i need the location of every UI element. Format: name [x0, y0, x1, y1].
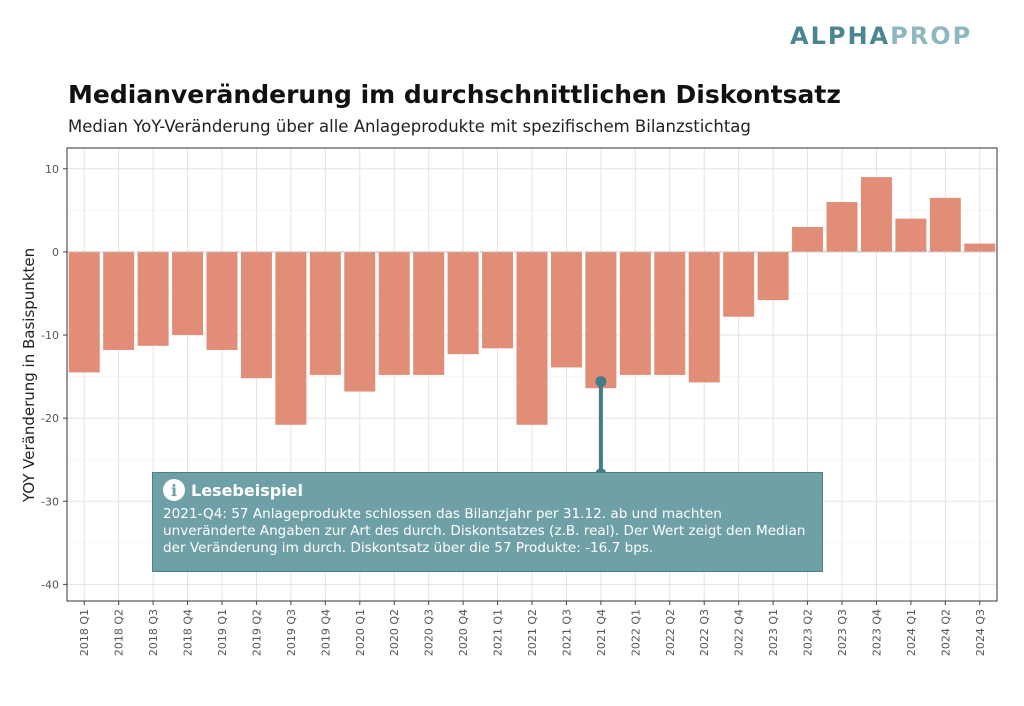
y-tick-label: -10	[41, 329, 59, 342]
y-tick-label: 10	[45, 163, 59, 176]
bar-2018-q1	[68, 251, 100, 373]
x-tick-label: 2018 Q2	[113, 609, 126, 656]
x-tick-label: 2023 Q1	[767, 609, 780, 656]
y-tick-label: -30	[41, 495, 59, 508]
x-tick-label: 2021 Q1	[492, 609, 505, 656]
bars	[67, 177, 997, 425]
bar-2023-q1	[757, 251, 789, 301]
bar-2023-q3	[826, 202, 858, 252]
x-axis-ticks: 2018 Q1 2018 Q2 2018 Q3 2018 Q4 2019 Q1 2019 …	[78, 601, 987, 656]
x-tick-label: 2022 Q1	[629, 609, 642, 656]
bar-2019-q3	[275, 251, 307, 425]
x-tick-label: 2018 Q1	[78, 609, 91, 656]
reading-example-box: i Lesebeispiel 2021-Q4: 57 Anlageprodukt…	[152, 472, 823, 572]
x-tick-label: 2019 Q2	[250, 609, 263, 656]
bar-2021-q3	[550, 251, 582, 368]
logo-part-prop: PROP	[890, 22, 973, 50]
alphaprop-logo: ALPHAPROP	[790, 22, 972, 50]
logo-part-alpha: ALPHA	[790, 22, 891, 50]
x-tick-label: 2020 Q1	[354, 609, 367, 656]
annotation-dot-top	[595, 376, 607, 388]
x-tick-label: 2022 Q2	[664, 609, 677, 656]
bar-2018-q4	[172, 251, 204, 336]
bar-2019-q4	[309, 251, 341, 375]
bar-2021-q1	[482, 251, 514, 349]
x-tick-label: 2019 Q4	[319, 609, 332, 656]
bar-2023-q2	[792, 226, 824, 252]
x-tick-label: 2022 Q4	[733, 609, 746, 656]
bar-2020-q3	[413, 251, 445, 375]
chart-subtitle: Median YoY-Veränderung über alle Anlagep…	[68, 117, 751, 136]
x-tick-label: 2023 Q4	[870, 609, 883, 656]
bar-2019-q2	[240, 251, 272, 379]
x-tick-label: 2022 Q3	[698, 609, 711, 656]
annotation-marker	[595, 376, 607, 480]
bar-2022-q2	[654, 251, 686, 375]
x-tick-label: 2021 Q4	[595, 609, 608, 656]
x-tick-label: 2020 Q3	[423, 609, 436, 656]
x-tick-label: 2020 Q2	[388, 609, 401, 656]
note-header: i Lesebeispiel	[163, 479, 812, 501]
note-text: 2021-Q4: 57 Anlageprodukte schlossen das…	[163, 506, 806, 556]
x-tick-label: 2021 Q2	[526, 609, 539, 656]
bar-2022-q1	[619, 251, 651, 375]
bar-2023-q4	[860, 177, 892, 252]
y-tick-label: -40	[41, 578, 59, 591]
bar-2024-q1	[895, 218, 927, 252]
bar-2018-q3	[137, 251, 169, 346]
chart-title: Medianveränderung im durchschnittlichen …	[68, 80, 841, 109]
y-axis-label: YOY Veränderung in Basispunkten	[20, 248, 38, 503]
bar-2022-q3	[688, 251, 720, 383]
y-axis-ticks: 10 0 -10 -20 -30 -40	[41, 163, 67, 591]
bar-2020-q4	[447, 251, 479, 355]
x-tick-label: 2019 Q1	[216, 609, 229, 656]
bar-2021-q2	[516, 251, 548, 425]
bar-2024-q2	[929, 197, 961, 252]
x-tick-label: 2023 Q3	[836, 609, 849, 656]
bar-2020-q1	[344, 251, 376, 392]
plot-panel-border	[66, 147, 998, 602]
x-tick-label: 2018 Q3	[147, 609, 160, 656]
x-tick-label: 2018 Q4	[182, 609, 195, 656]
x-tick-label: 2024 Q3	[974, 609, 987, 656]
bar-2024-q3	[964, 243, 996, 252]
info-icon: i	[163, 479, 185, 501]
bar-2021-q4	[585, 251, 617, 389]
x-tick-label: 2024 Q1	[905, 609, 918, 656]
x-tick-label: 2021 Q3	[560, 609, 573, 656]
x-tick-label: 2024 Q2	[939, 609, 952, 656]
x-tick-label: 2019 Q3	[285, 609, 298, 656]
y-tick-label: 0	[52, 246, 59, 259]
x-tick-label: 2020 Q4	[457, 609, 470, 656]
x-tick-label: 2023 Q2	[802, 609, 815, 656]
bar-2019-q1	[206, 251, 238, 350]
y-tick-label: -20	[41, 412, 59, 425]
bar-2020-q2	[378, 251, 410, 375]
bar-2022-q4	[723, 251, 755, 317]
note-title: Lesebeispiel	[191, 480, 304, 500]
bar-2018-q2	[103, 251, 135, 350]
